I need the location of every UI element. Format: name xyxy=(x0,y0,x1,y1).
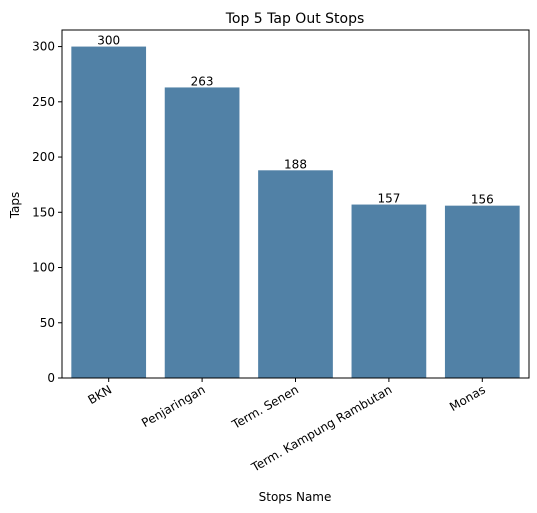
y-tick-label: 150 xyxy=(32,205,55,219)
plot-frame xyxy=(61,29,530,379)
x-axis-label: Stops Name xyxy=(259,490,332,504)
y-tick-label: 0 xyxy=(47,371,55,385)
bar-value-label: 263 xyxy=(191,74,214,88)
x-tick-label: Monas xyxy=(447,382,488,414)
y-axis-label: Taps xyxy=(8,192,22,220)
data-labels-group: 300 263 188 157 156 xyxy=(97,34,494,207)
x-tick-label: BKN xyxy=(85,382,114,407)
bar-value-label: 156 xyxy=(471,193,494,207)
y-tick-label: 200 xyxy=(32,150,55,164)
bar xyxy=(164,87,240,378)
bar-value-label: 300 xyxy=(97,34,120,48)
y-tick-label: 250 xyxy=(32,95,55,109)
y-tick-label: 100 xyxy=(32,261,55,275)
bar xyxy=(71,46,147,378)
x-tick-label: Penjaringan xyxy=(139,382,207,430)
bar-value-label: 157 xyxy=(377,192,400,206)
y-axis: 0 50 100 150 200 250 300 xyxy=(32,40,62,385)
y-tick-label: 300 xyxy=(32,40,55,54)
chart-title: Top 5 Tap Out Stops xyxy=(225,11,365,27)
x-tick-label: Term. Senen xyxy=(229,382,301,432)
y-tick-label: 50 xyxy=(40,316,55,330)
bar-value-label: 188 xyxy=(284,157,307,171)
bar xyxy=(351,204,427,378)
bar xyxy=(258,170,333,378)
bars-group xyxy=(71,46,520,378)
bar xyxy=(444,205,520,378)
